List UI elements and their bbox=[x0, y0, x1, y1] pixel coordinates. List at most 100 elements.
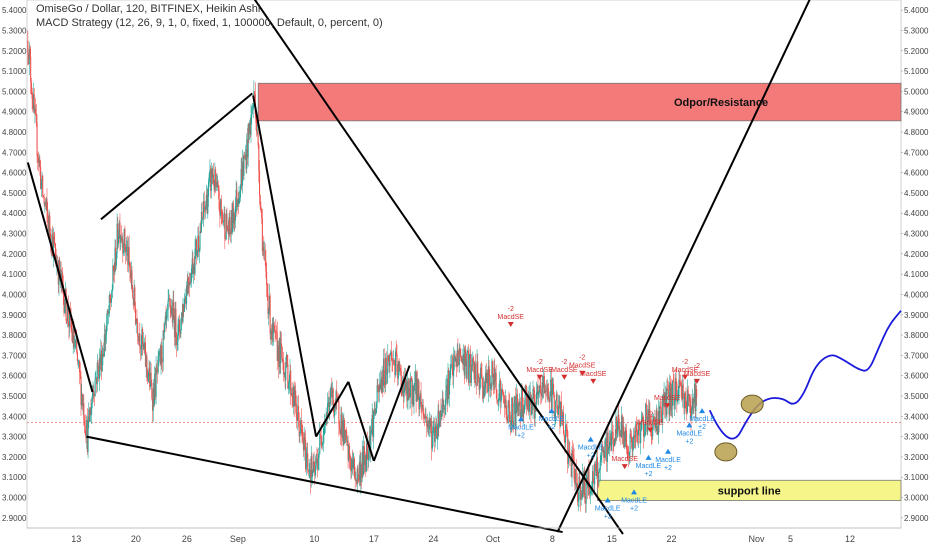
candle-body bbox=[168, 298, 170, 301]
candle-body bbox=[608, 441, 611, 448]
candle-body bbox=[658, 410, 660, 423]
candle-body bbox=[375, 413, 377, 414]
candle-body bbox=[165, 315, 167, 321]
candle-body bbox=[76, 352, 78, 362]
candle-body bbox=[177, 324, 179, 341]
candle-body bbox=[299, 431, 301, 437]
candle-body bbox=[448, 379, 450, 395]
candle-body bbox=[187, 278, 189, 294]
candle-body bbox=[552, 384, 554, 386]
candle-body bbox=[301, 429, 303, 434]
candle-body bbox=[142, 328, 144, 344]
candle-body bbox=[146, 356, 148, 370]
candle-body bbox=[42, 175, 44, 197]
candle-body bbox=[528, 394, 530, 412]
candle-body bbox=[215, 181, 217, 188]
candle-body bbox=[580, 493, 582, 500]
candle-body bbox=[161, 345, 163, 362]
candle-body bbox=[416, 378, 419, 400]
buy-signal-19: MacdLE+2 bbox=[689, 408, 715, 431]
candle-body bbox=[414, 370, 416, 383]
candle-body bbox=[567, 431, 569, 464]
y-tick-label-left: 5.0000 bbox=[2, 87, 27, 96]
candle-body bbox=[268, 296, 270, 312]
candle-body bbox=[205, 194, 207, 206]
signal-label: MacdLE bbox=[595, 506, 621, 513]
candle-body bbox=[198, 249, 200, 252]
candle-body bbox=[599, 460, 601, 470]
candle-body bbox=[298, 419, 300, 437]
candle-body bbox=[656, 410, 658, 435]
candle-body bbox=[288, 379, 290, 384]
candle-body bbox=[102, 353, 104, 356]
candle-body bbox=[314, 466, 317, 476]
candle-body bbox=[511, 397, 513, 421]
candle-body bbox=[550, 379, 552, 410]
candle-body bbox=[91, 395, 93, 404]
candle-body bbox=[562, 412, 564, 417]
candle-body bbox=[628, 454, 630, 456]
candle-body bbox=[304, 437, 306, 440]
candle-body bbox=[531, 401, 533, 410]
candle-body bbox=[572, 449, 574, 455]
candle-body bbox=[567, 450, 569, 464]
candle-body bbox=[380, 379, 382, 390]
candle-body bbox=[654, 418, 656, 429]
candle-body bbox=[661, 417, 663, 423]
candle-body bbox=[467, 350, 470, 383]
candle-body bbox=[273, 325, 275, 331]
candle-body bbox=[79, 360, 81, 373]
trendline-3 bbox=[100, 92, 253, 221]
candle-body bbox=[213, 183, 215, 191]
candle-body bbox=[475, 363, 477, 383]
candle-body bbox=[158, 353, 160, 356]
candle-body bbox=[583, 472, 585, 494]
candle-body bbox=[279, 338, 281, 364]
candle-body bbox=[96, 377, 98, 385]
candle-body bbox=[426, 421, 428, 427]
candle-body bbox=[41, 175, 43, 182]
y-tick-label-left: 4.3000 bbox=[2, 230, 27, 239]
trendline-6 bbox=[347, 381, 375, 462]
candle-body bbox=[103, 353, 105, 357]
candle-body bbox=[339, 424, 341, 430]
candle-body bbox=[97, 362, 99, 367]
candle-body bbox=[305, 439, 307, 470]
candle-body bbox=[485, 372, 487, 383]
candle-body bbox=[179, 332, 181, 334]
candle-body bbox=[522, 408, 524, 417]
candle-body bbox=[373, 409, 375, 412]
candle-body bbox=[127, 247, 130, 265]
candle-body bbox=[547, 387, 549, 395]
candle-body bbox=[590, 490, 592, 492]
candle-body bbox=[282, 360, 284, 363]
candles-group bbox=[27, 30, 698, 513]
candle-body bbox=[321, 444, 323, 446]
candle-body bbox=[66, 320, 68, 322]
candle-body bbox=[582, 474, 584, 498]
candle-body bbox=[653, 416, 655, 419]
candle-body bbox=[458, 361, 460, 365]
candle-body bbox=[205, 205, 207, 210]
candle-body bbox=[83, 402, 85, 421]
candle-body bbox=[59, 260, 61, 278]
candle-body bbox=[237, 199, 239, 207]
candle-body bbox=[623, 426, 625, 448]
candle-body bbox=[46, 199, 48, 211]
candle-body bbox=[457, 350, 459, 362]
candle-body bbox=[526, 406, 528, 410]
sell-arrow-icon bbox=[561, 374, 568, 380]
signal-label: MacdSE bbox=[580, 371, 607, 378]
y-tick-label-left: 4.8000 bbox=[2, 128, 27, 137]
candle-body bbox=[144, 342, 147, 367]
candle-body bbox=[419, 393, 421, 397]
candle-body bbox=[596, 457, 599, 478]
candle-body bbox=[604, 438, 606, 458]
y-tick-label-right: 5.1000 bbox=[904, 67, 929, 76]
candle-body bbox=[266, 271, 268, 286]
signal-label: +2 bbox=[645, 471, 653, 478]
candle-body bbox=[625, 430, 627, 443]
candle-body bbox=[137, 322, 139, 337]
